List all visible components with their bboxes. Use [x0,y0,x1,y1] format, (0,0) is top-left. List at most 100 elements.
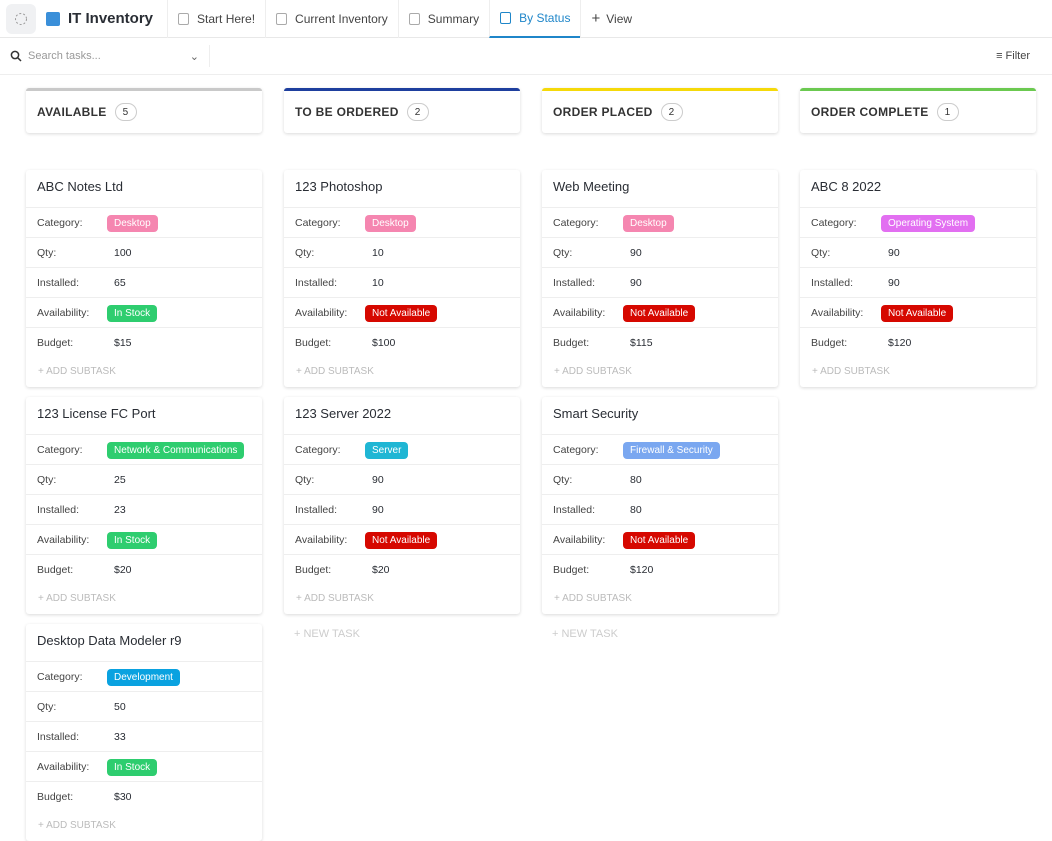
column-header: ORDER PLACED 2 [542,88,778,133]
filter-button[interactable]: ≡ Filter [996,50,1030,62]
field-value: 90 [630,246,642,259]
field-row: Budget: $120 [800,327,1036,357]
field-row: Category: Firewall & Security [542,434,778,464]
add-subtask[interactable]: + ADD SUBTASK [812,366,890,377]
field-label: Installed: [295,276,338,289]
tab-label: Current Inventory [295,11,388,26]
add-subtask[interactable]: + ADD SUBTASK [296,593,374,604]
tab-icon [276,12,288,25]
tab-icon [178,12,190,25]
field-label: Availability: [37,533,90,546]
field-value: 90 [372,473,384,486]
availability-tag[interactable]: In Stock [107,531,158,549]
category-tag[interactable]: Firewall & Security [623,441,720,459]
category-tag[interactable]: Development [107,668,180,686]
space-icon[interactable] [6,3,36,34]
field-label: Category: [553,216,599,229]
field-row: Qty: 25 [26,464,262,494]
field-value: $20 [114,563,132,576]
field-row: Budget: $20 [26,554,262,584]
task-card[interactable]: Web Meeting Category: Desktop Qty: 90 Install… [542,170,778,387]
availability-tag[interactable]: In Stock [107,304,158,322]
field-row: Category: Desktop [26,207,262,237]
field-label: Installed: [553,276,596,289]
field-row: Category: Network & Communications [26,434,262,464]
field-value: 100 [114,246,132,259]
add-subtask[interactable]: + ADD SUBTASK [38,366,116,377]
app-title[interactable]: IT Inventory [46,10,153,27]
field-row: Availability: Not Available [542,524,778,554]
field-row: Availability: Not Available [800,297,1036,327]
task-card[interactable]: 123 Server 2022 Category: Server Qty: 90 Inst… [284,397,520,614]
add-subtask[interactable]: + ADD SUBTASK [554,366,632,377]
new-task[interactable]: + NEW TASK [552,628,618,640]
category-tag[interactable]: Server [365,441,409,459]
search-placeholder: Search tasks... [28,50,101,62]
add-subtask[interactable]: + ADD SUBTASK [38,820,116,831]
field-label: Category: [37,670,83,683]
task-title: Web Meeting [553,179,630,194]
column-count: 2 [660,103,683,121]
add-subtask[interactable]: + ADD SUBTASK [554,593,632,604]
filter-text: Filter [1005,50,1030,62]
task-card[interactable]: Desktop Data Modeler r9 Category: Developm… [26,624,262,841]
new-task[interactable]: + NEW TASK [294,628,360,640]
column-count: 5 [114,103,137,121]
field-value: 10 [372,276,384,289]
category-tag[interactable]: Desktop [107,214,158,232]
view-tab[interactable]: Summary [397,0,489,38]
view-tab[interactable]: Current Inventory [265,0,398,38]
field-label: Qty: [553,246,573,259]
field-value: Operating System [877,214,976,232]
availability-tag[interactable]: Not Available [365,531,438,549]
add-subtask[interactable]: + ADD SUBTASK [38,593,116,604]
field-label: Availability: [811,306,864,319]
field-label: Qty: [553,473,573,486]
task-card[interactable]: Smart Security Category: Firewall & Securi… [542,397,778,614]
task-card[interactable]: 123 Photoshop Category: Desktop Qty: 10 Insta… [284,170,520,387]
field-label: Category: [37,216,83,229]
view-tab[interactable]: Start Here! [167,0,265,38]
field-label: Category: [811,216,857,229]
category-tag[interactable]: Desktop [623,214,674,232]
task-card[interactable]: ABC 8 2022 Category: Operating System Qty: 9… [800,170,1036,387]
availability-tag[interactable]: Not Available [623,304,696,322]
status-column: ORDER COMPLETE 1 ABC 8 2022 Category: Operat… [800,88,1036,841]
availability-tag[interactable]: In Stock [107,758,158,776]
field-value: 80 [630,503,642,516]
category-tag[interactable]: Network & Communications [107,441,245,459]
column-header: AVAILABLE 5 [26,88,262,133]
add-view[interactable]: + View [580,0,642,38]
field-row: Installed: 80 [542,494,778,524]
task-card[interactable]: ABC Notes Ltd Category: Desktop Qty: 100 Inst… [26,170,262,387]
field-value: Not Available [619,304,696,322]
field-label: Installed: [37,276,80,289]
field-row: Budget: $115 [542,327,778,357]
field-row: Category: Desktop [284,207,520,237]
field-row: Availability: Not Available [284,297,520,327]
field-row: Installed: 10 [284,267,520,297]
view-tab[interactable]: By Status [489,0,581,38]
availability-tag[interactable]: Not Available [881,304,954,322]
column-name: ORDER COMPLETE [811,105,929,119]
field-value: 90 [888,246,900,259]
task-card[interactable]: 123 License FC Port Category: Network & Co… [26,397,262,614]
task-title: ABC 8 2022 [811,179,882,194]
availability-tag[interactable]: Not Available [365,304,438,322]
tab-icon [500,11,512,24]
field-value: 65 [114,276,126,289]
task-title: Desktop Data Modeler r9 [37,633,182,648]
search-box[interactable]: Search tasks... ⌄ [10,45,210,67]
field-label: Qty: [37,700,57,713]
field-row: Qty: 80 [542,464,778,494]
field-row: Installed: 65 [26,267,262,297]
field-value: $115 [630,336,653,349]
category-tag[interactable]: Operating System [881,214,976,232]
add-subtask[interactable]: + ADD SUBTASK [296,366,374,377]
availability-tag[interactable]: Not Available [623,531,696,549]
tab-label: By Status [519,10,571,25]
tab-icon [408,12,420,25]
category-tag[interactable]: Desktop [365,214,416,232]
icon [15,12,27,25]
